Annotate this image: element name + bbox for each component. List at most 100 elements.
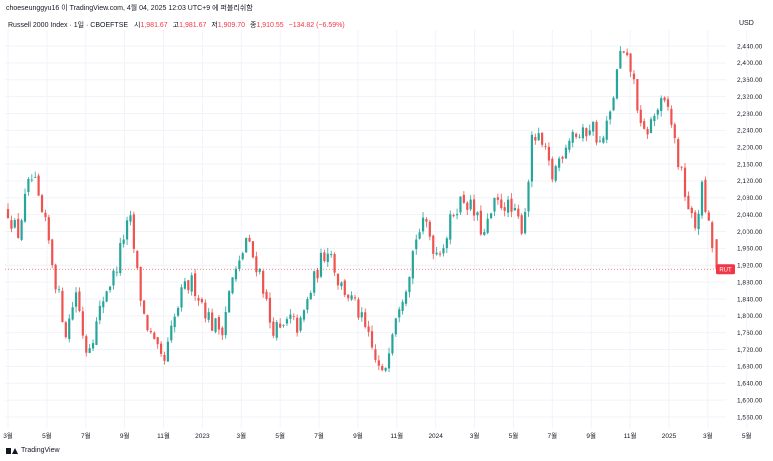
candle-body — [302, 310, 306, 320]
candle-body — [564, 147, 568, 159]
candle-body — [626, 52, 629, 56]
candle-body — [527, 181, 530, 212]
candle-body — [547, 146, 551, 161]
open-value: 1,981.67 — [140, 22, 168, 29]
candle-body — [98, 305, 101, 321]
candle-body — [183, 281, 187, 289]
y-tick-label: 1,600.00 — [737, 397, 763, 404]
candle-body — [241, 253, 244, 260]
candle-body — [367, 326, 370, 332]
candle-body — [54, 264, 57, 290]
y-tick-label: 2,360.00 — [737, 77, 763, 84]
y-tick-label: 2,000.00 — [737, 229, 763, 236]
candle-body — [343, 280, 346, 295]
candle-body — [496, 197, 499, 200]
candle-body — [455, 214, 459, 216]
candle-body — [466, 202, 469, 210]
candle-body — [139, 266, 142, 301]
candle-body — [142, 300, 146, 314]
y-tick-label: 1,920.00 — [737, 263, 763, 270]
candle-body — [37, 175, 40, 196]
candle-body — [506, 199, 510, 213]
candle-body — [146, 315, 149, 331]
candle-body — [91, 343, 95, 349]
candle-body — [585, 128, 588, 137]
candle-body — [622, 51, 625, 53]
candle-body — [438, 253, 442, 255]
candle-body — [544, 146, 547, 147]
candle-body — [432, 235, 435, 254]
candle-body — [272, 321, 275, 336]
candle-body — [554, 166, 557, 181]
candle-body — [418, 232, 421, 239]
candle-body — [643, 121, 646, 129]
candle-body — [68, 318, 71, 339]
candle-body — [534, 137, 537, 141]
candle-body — [248, 237, 251, 242]
candle-body — [578, 136, 581, 138]
candle-body — [575, 133, 578, 137]
candle-body — [472, 199, 476, 216]
candle-body — [493, 197, 496, 212]
candle-body — [588, 130, 591, 135]
candle-body — [282, 324, 285, 326]
candle-body — [159, 343, 163, 354]
candle-body — [309, 292, 312, 300]
candle-body — [336, 273, 340, 286]
y-tick-label: 2,120.00 — [737, 178, 763, 185]
candle-body — [299, 317, 302, 331]
candle-body — [108, 286, 112, 291]
x-tick-label: 3월 — [703, 431, 713, 440]
candle-body — [85, 336, 88, 353]
candle-body — [268, 297, 272, 323]
candle-body — [381, 365, 384, 371]
candle-body — [459, 196, 462, 213]
candle-body — [122, 239, 125, 244]
candle-body — [173, 316, 176, 328]
candle-body — [27, 178, 30, 193]
candle-body — [415, 239, 418, 250]
y-tick-label: 2,160.00 — [737, 161, 763, 168]
x-tick-label: 5월 — [509, 431, 519, 440]
y-tick-label: 2,280.00 — [737, 111, 763, 118]
candle-body — [425, 219, 428, 222]
candle-body — [435, 252, 438, 255]
candle-body — [262, 271, 265, 294]
low-value: 1,909.70 — [217, 22, 246, 29]
currency-label[interactable]: USD — [739, 20, 754, 27]
candle-body — [296, 317, 299, 333]
high-label: 고 — [172, 22, 180, 29]
x-tick-label: 11월 — [624, 431, 637, 440]
candle-body — [125, 220, 129, 240]
candle-body — [279, 323, 282, 328]
x-tick-label: 9월 — [353, 431, 363, 440]
candle-body — [170, 325, 173, 341]
candle-body — [61, 290, 64, 322]
candle-body — [428, 221, 431, 237]
candle-body — [129, 215, 132, 222]
x-tick-label: 7월 — [81, 431, 91, 440]
candle-body — [649, 119, 653, 134]
candle-body — [34, 177, 37, 178]
low-label: 저 — [211, 22, 218, 29]
candle-body — [166, 341, 169, 362]
candle-body — [479, 210, 482, 235]
candle-body — [666, 99, 670, 107]
candle-body — [680, 166, 683, 168]
candle-body — [245, 237, 248, 253]
candle-body — [30, 179, 33, 181]
y-tick-label: 1,880.00 — [737, 279, 763, 286]
candle-body — [149, 330, 152, 333]
candle-body — [513, 207, 516, 211]
candle-body — [653, 115, 656, 122]
candle-body — [323, 252, 326, 262]
x-tick-label: 11월 — [390, 431, 403, 440]
last-price-badge — [716, 264, 735, 275]
candle-body — [95, 321, 98, 345]
candle-body — [156, 337, 159, 345]
candle-body — [404, 291, 408, 304]
candle-body — [20, 220, 23, 240]
candle-body — [231, 277, 234, 294]
candle-body — [581, 127, 585, 139]
